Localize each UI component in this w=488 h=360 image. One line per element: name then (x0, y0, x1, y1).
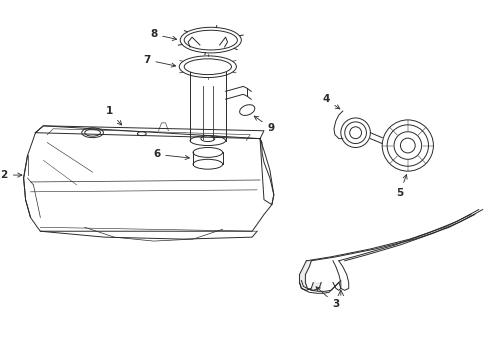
Text: 4: 4 (322, 94, 339, 109)
Text: 3: 3 (315, 287, 339, 309)
Text: 7: 7 (143, 55, 175, 67)
Text: 2: 2 (0, 170, 22, 180)
Text: 6: 6 (153, 149, 189, 159)
Text: 9: 9 (254, 116, 274, 133)
Text: 5: 5 (395, 175, 406, 198)
Text: 8: 8 (150, 29, 176, 40)
Text: 1: 1 (105, 106, 122, 125)
